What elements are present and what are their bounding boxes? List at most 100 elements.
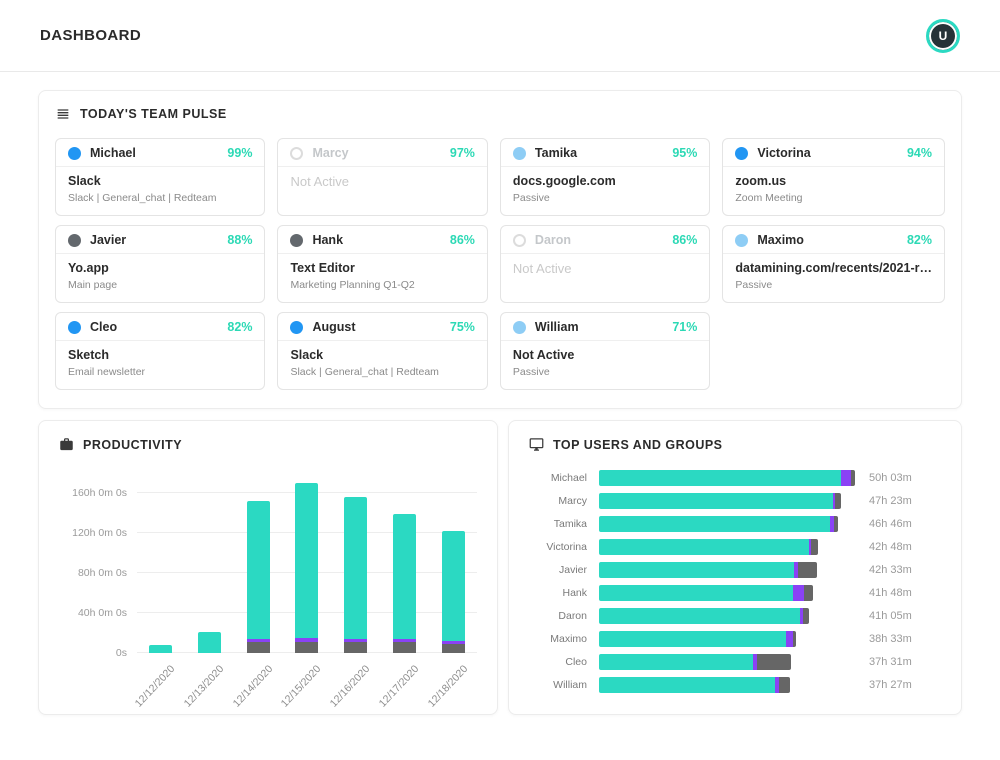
bar-segment-neutral bbox=[830, 515, 835, 532]
y-tick-label: 120h 0m 0s bbox=[72, 527, 127, 539]
activity-title: Slack bbox=[290, 348, 324, 362]
status-dot-icon bbox=[68, 320, 81, 334]
bar-segment-neutral bbox=[840, 469, 852, 486]
user-label: Tamika bbox=[553, 517, 587, 530]
status-dot-icon bbox=[290, 320, 304, 334]
bar-track bbox=[599, 492, 855, 509]
user-bar-row: Daron 41h 05m bbox=[529, 604, 941, 627]
user-label: Victorina bbox=[546, 540, 587, 553]
user-label: Maximo bbox=[550, 632, 587, 645]
user-name: Victorina bbox=[757, 146, 811, 160]
x-tick-label: 12/18/2020 bbox=[425, 663, 471, 710]
user-bar-row: Tamika 46h 46m bbox=[529, 512, 941, 535]
bar-segment-productive bbox=[344, 497, 368, 639]
top-users-title: TOP USERS AND GROUPS bbox=[553, 437, 723, 452]
y-tick-label: 40h 0m 0s bbox=[77, 607, 127, 619]
bar-segment-unproductive bbox=[851, 469, 855, 486]
monitor-icon bbox=[529, 438, 544, 451]
bar-track bbox=[599, 630, 855, 647]
pulse-card-header: Maximo 82% bbox=[723, 226, 944, 254]
bar-segment-productive bbox=[149, 645, 172, 653]
productivity-title: PRODUCTIVITY bbox=[83, 437, 183, 452]
pulse-card[interactable]: Daron 86% Not Active bbox=[499, 225, 711, 303]
pulse-card[interactable]: Cleo 82% Sketch Email newsletter bbox=[55, 312, 266, 390]
status-dot-icon bbox=[512, 233, 526, 247]
pulse-card-body: Text Editor Marketing Planning Q1-Q2 bbox=[278, 254, 486, 291]
user-bar bbox=[599, 653, 791, 670]
pulse-card[interactable]: Victorina 94% zoom.us Zoom Meeting bbox=[722, 138, 945, 216]
pulse-card[interactable]: Michael 99% Slack Slack | General_chat | Re… bbox=[55, 138, 266, 216]
user-bar-row: Javier 42h 33m bbox=[529, 558, 941, 581]
bar-column: 12/14/2020 bbox=[230, 468, 275, 710]
bar-segment-unproductive bbox=[834, 515, 839, 532]
bar-segment-neutral bbox=[799, 607, 804, 624]
activity-title: Yo.app bbox=[68, 261, 109, 275]
bar-segment-productive bbox=[599, 607, 800, 624]
bar-segment-productive bbox=[441, 531, 465, 641]
team-pulse-panel: TODAY'S TEAM PULSE Michael 99% Slack Slack … bbox=[38, 90, 962, 409]
bar-segment-unproductive bbox=[344, 642, 368, 653]
top-users-chart: Michael 50h 03m Marcy 47h 23m Tamika 46h 46m V… bbox=[529, 466, 941, 696]
bar-segment-neutral bbox=[441, 641, 465, 644]
bar-track bbox=[599, 653, 855, 670]
status-dot-icon bbox=[735, 233, 749, 247]
bar-segment-productive bbox=[599, 538, 810, 555]
team-pulse-header: TODAY'S TEAM PULSE bbox=[55, 106, 945, 122]
x-tick-label: 12/14/2020 bbox=[230, 663, 275, 710]
pulse-card[interactable]: Javier 88% Yo.app Main page bbox=[55, 225, 266, 303]
pulse-percent: 86% bbox=[672, 233, 698, 247]
pulse-card[interactable]: Maximo 82% datamining.com/recents/2021-r… P… bbox=[722, 225, 945, 303]
user-bar bbox=[599, 584, 813, 601]
pulse-percent: 71% bbox=[672, 320, 698, 334]
user-bar bbox=[599, 538, 818, 555]
user-avatar[interactable]: U bbox=[926, 18, 960, 53]
x-tick-label: 12/17/2020 bbox=[376, 663, 422, 710]
bar-segment-productive bbox=[246, 501, 270, 639]
user-name: Maximo bbox=[757, 233, 804, 247]
briefcase-icon bbox=[60, 438, 73, 451]
bar-segment-productive bbox=[599, 515, 831, 532]
bar-column: 12/17/2020 bbox=[377, 468, 421, 710]
user-name: Daron bbox=[534, 233, 572, 247]
productivity-bars: 12/12/2020 12/13/2020 12/14/2020 12/15/2020… bbox=[133, 468, 477, 710]
pulse-percent: 86% bbox=[449, 233, 475, 247]
user-name: Cleo bbox=[90, 320, 118, 334]
pulse-card-header: Daron 86% bbox=[500, 226, 710, 254]
pulse-card-header: Michael 99% bbox=[56, 139, 265, 167]
bar-segment-neutral bbox=[786, 630, 793, 647]
user-time-value: 41h 48m bbox=[869, 586, 912, 599]
pulse-percent: 99% bbox=[227, 146, 253, 160]
pulse-card[interactable]: August 75% Slack Slack | General_chat | Red… bbox=[277, 312, 488, 390]
user-label: Michael bbox=[550, 471, 587, 484]
pulse-card-header: William 71% bbox=[500, 313, 710, 341]
status-dot-icon bbox=[512, 146, 526, 160]
user-bar-row: Michael 50h 03m bbox=[529, 466, 941, 489]
user-time-value: 42h 48m bbox=[869, 540, 912, 553]
user-label: William bbox=[553, 678, 587, 691]
bar-segment-unproductive bbox=[246, 642, 270, 653]
y-tick-label: 80h 0m 0s bbox=[77, 567, 127, 579]
pulse-card[interactable]: Hank 86% Text Editor Marketing Planning Q1-… bbox=[277, 225, 488, 303]
pulse-card-body: datamining.com/recents/2021-r… Passive bbox=[723, 254, 944, 291]
bar-segment-unproductive bbox=[804, 584, 813, 601]
user-bar bbox=[599, 492, 842, 509]
bar-segment-neutral bbox=[344, 639, 368, 642]
pulse-card[interactable]: Marcy 97% Not Active bbox=[277, 138, 488, 216]
bar-segment-neutral bbox=[774, 676, 779, 693]
pulse-card[interactable]: Tamika 95% docs.google.com Passive bbox=[499, 138, 711, 216]
bar-segment-productive bbox=[599, 469, 841, 486]
activity-title: zoom.us bbox=[735, 174, 787, 188]
activity-title: Not Active bbox=[512, 261, 572, 276]
activity-title: Not Active bbox=[512, 348, 575, 362]
bar-column: 12/12/2020 bbox=[133, 468, 177, 710]
user-time-value: 47h 23m bbox=[869, 494, 912, 507]
user-label: Cleo bbox=[565, 655, 587, 668]
status-dot-icon bbox=[68, 233, 81, 247]
list-icon bbox=[57, 109, 69, 119]
x-tick-label: 12/16/2020 bbox=[327, 663, 373, 710]
bar-segment-neutral bbox=[295, 638, 319, 642]
pulse-card[interactable]: William 71% Not Active Passive bbox=[499, 312, 711, 390]
bar-column: 12/18/2020 bbox=[426, 468, 470, 710]
user-bar bbox=[599, 515, 839, 532]
user-name: Michael bbox=[90, 146, 136, 160]
